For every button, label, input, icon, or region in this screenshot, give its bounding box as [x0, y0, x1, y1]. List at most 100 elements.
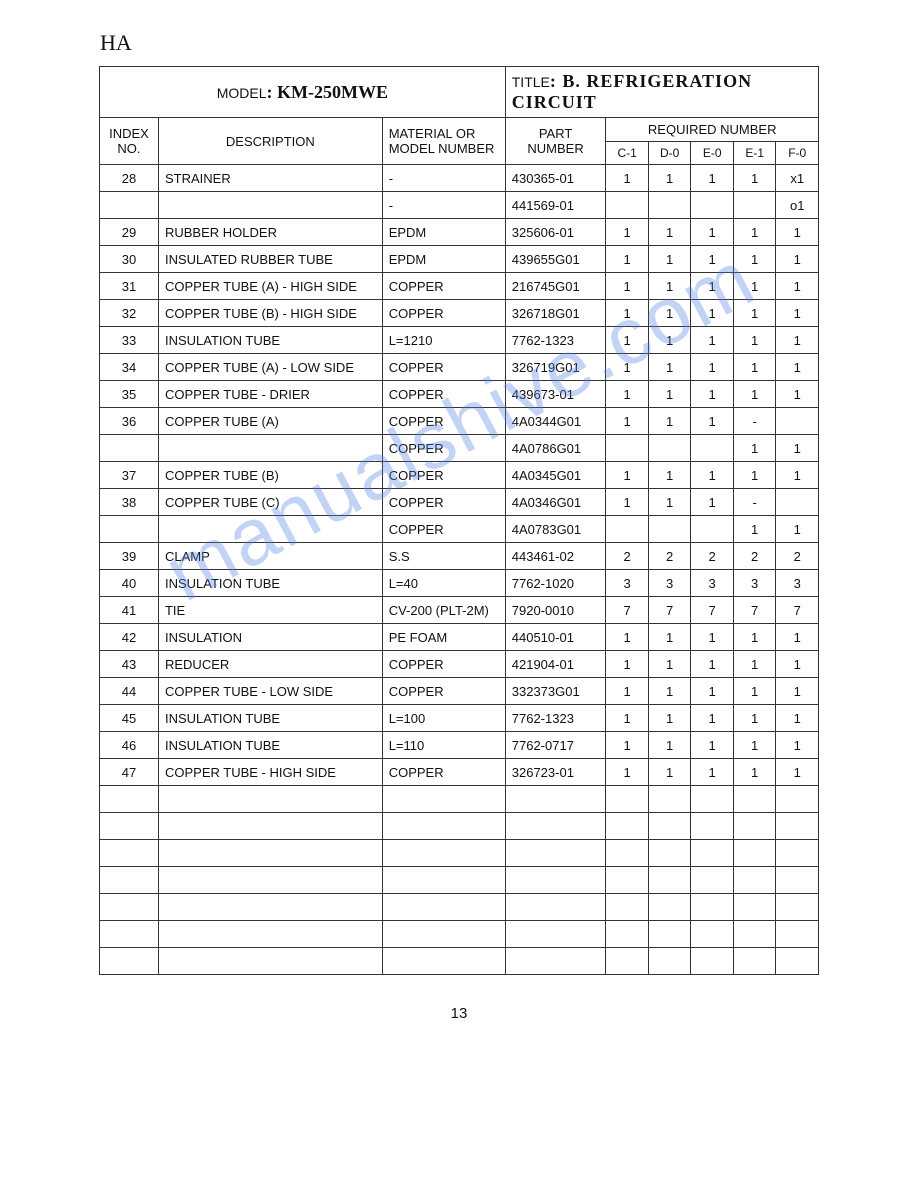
- sub-f0: F-0: [776, 142, 819, 165]
- table-row: 44COPPER TUBE - LOW SIDECOPPER332373G011…: [100, 678, 819, 705]
- cell-num: 1: [776, 705, 819, 732]
- cell-num: 1: [606, 273, 649, 300]
- cell-material: PE FOAM: [382, 624, 505, 651]
- cell-num: 1: [691, 651, 734, 678]
- cell-index: 38: [100, 489, 159, 516]
- cell-num: 1: [691, 408, 734, 435]
- table-row: 31COPPER TUBE (A) - HIGH SIDECOPPER21674…: [100, 273, 819, 300]
- table-row: 38COPPER TUBE (C)COPPER4A0346G01111-: [100, 489, 819, 516]
- table-row: 41TIECV-200 (PLT-2M)7920-001077777: [100, 597, 819, 624]
- cell-desc: STRAINER: [158, 165, 382, 192]
- model-value: KM-250MWE: [277, 82, 388, 102]
- cell-num: 7: [606, 597, 649, 624]
- cell-num: 1: [776, 300, 819, 327]
- cell-num: 1: [691, 219, 734, 246]
- cell-num: 1: [606, 759, 649, 786]
- cell-num: 1: [733, 219, 776, 246]
- cell-num: 1: [776, 759, 819, 786]
- cell-part: 326719G01: [505, 354, 606, 381]
- cell-material: L=40: [382, 570, 505, 597]
- cell-desc: [158, 192, 382, 219]
- cell-num: 1: [776, 516, 819, 543]
- cell-num: 1: [733, 327, 776, 354]
- cell-num: 1: [606, 165, 649, 192]
- cell-num: 1: [648, 219, 691, 246]
- cell-num: 3: [733, 570, 776, 597]
- cell-num: 1: [648, 651, 691, 678]
- table-row-empty: [100, 786, 819, 813]
- cell-num: 1: [691, 624, 734, 651]
- cell-num: 1: [606, 327, 649, 354]
- cell-num: 1: [776, 732, 819, 759]
- sub-e1: E-1: [733, 142, 776, 165]
- cell-num: 3: [776, 570, 819, 597]
- cell-material: COPPER: [382, 381, 505, 408]
- cell-num: 1: [606, 651, 649, 678]
- cell-desc: COPPER TUBE - HIGH SIDE: [158, 759, 382, 786]
- cell-num: 1: [648, 381, 691, 408]
- cell-index: 33: [100, 327, 159, 354]
- cell-num: [648, 192, 691, 219]
- cell-num: 1: [648, 462, 691, 489]
- cell-num: [733, 192, 776, 219]
- table-row: -441569-01o1: [100, 192, 819, 219]
- cell-num: -: [733, 489, 776, 516]
- cell-num: 1: [776, 354, 819, 381]
- title-header: TITLE: B. REFRIGERATION CIRCUIT: [505, 67, 818, 118]
- cell-part: 325606-01: [505, 219, 606, 246]
- table-row-empty: [100, 813, 819, 840]
- cell-num: 7: [733, 597, 776, 624]
- cell-num: 1: [733, 651, 776, 678]
- cell-num: 1: [776, 462, 819, 489]
- cell-num: 1: [606, 219, 649, 246]
- cell-num: [776, 408, 819, 435]
- cell-num: 1: [733, 273, 776, 300]
- cell-num: 7: [648, 597, 691, 624]
- cell-index: 43: [100, 651, 159, 678]
- table-row: 40INSULATION TUBEL=407762-102033333: [100, 570, 819, 597]
- cell-desc: RUBBER HOLDER: [158, 219, 382, 246]
- cell-num: 1: [733, 300, 776, 327]
- cell-material: EPDM: [382, 246, 505, 273]
- table-row-empty: [100, 840, 819, 867]
- cell-num: 1: [648, 300, 691, 327]
- cell-part: 7762-0717: [505, 732, 606, 759]
- table-row: 33INSULATION TUBEL=12107762-132311111: [100, 327, 819, 354]
- cell-desc: COPPER TUBE (B) - HIGH SIDE: [158, 300, 382, 327]
- cell-material: COPPER: [382, 354, 505, 381]
- cell-part: 439655G01: [505, 246, 606, 273]
- parts-table: MODEL: KM-250MWE TITLE: B. REFRIGERATION…: [99, 66, 819, 975]
- cell-num: 1: [691, 705, 734, 732]
- cell-num: x1: [776, 165, 819, 192]
- cell-num: 1: [691, 381, 734, 408]
- cell-num: 1: [648, 705, 691, 732]
- cell-desc: COPPER TUBE (B): [158, 462, 382, 489]
- cell-num: 1: [648, 165, 691, 192]
- cell-num: 1: [691, 354, 734, 381]
- cell-index: 36: [100, 408, 159, 435]
- cell-num: 1: [648, 408, 691, 435]
- cell-part: 7762-1323: [505, 327, 606, 354]
- cell-part: 7762-1020: [505, 570, 606, 597]
- cell-material: CV-200 (PLT-2M): [382, 597, 505, 624]
- cell-num: 1: [606, 678, 649, 705]
- cell-index: 29: [100, 219, 159, 246]
- cell-num: 1: [648, 273, 691, 300]
- cell-num: 1: [776, 246, 819, 273]
- table-row-empty: [100, 921, 819, 948]
- table-row-empty: [100, 867, 819, 894]
- cell-num: 1: [606, 489, 649, 516]
- cell-material: COPPER: [382, 408, 505, 435]
- cell-num: 1: [733, 246, 776, 273]
- cell-part: 421904-01: [505, 651, 606, 678]
- cell-part: 439673-01: [505, 381, 606, 408]
- cell-num: 1: [606, 354, 649, 381]
- cell-part: 443461-02: [505, 543, 606, 570]
- cell-num: 1: [691, 165, 734, 192]
- cell-index: [100, 435, 159, 462]
- cell-num: 1: [648, 489, 691, 516]
- cell-index: [100, 192, 159, 219]
- cell-desc: INSULATION TUBE: [158, 327, 382, 354]
- cell-material: COPPER: [382, 678, 505, 705]
- cell-part: 440510-01: [505, 624, 606, 651]
